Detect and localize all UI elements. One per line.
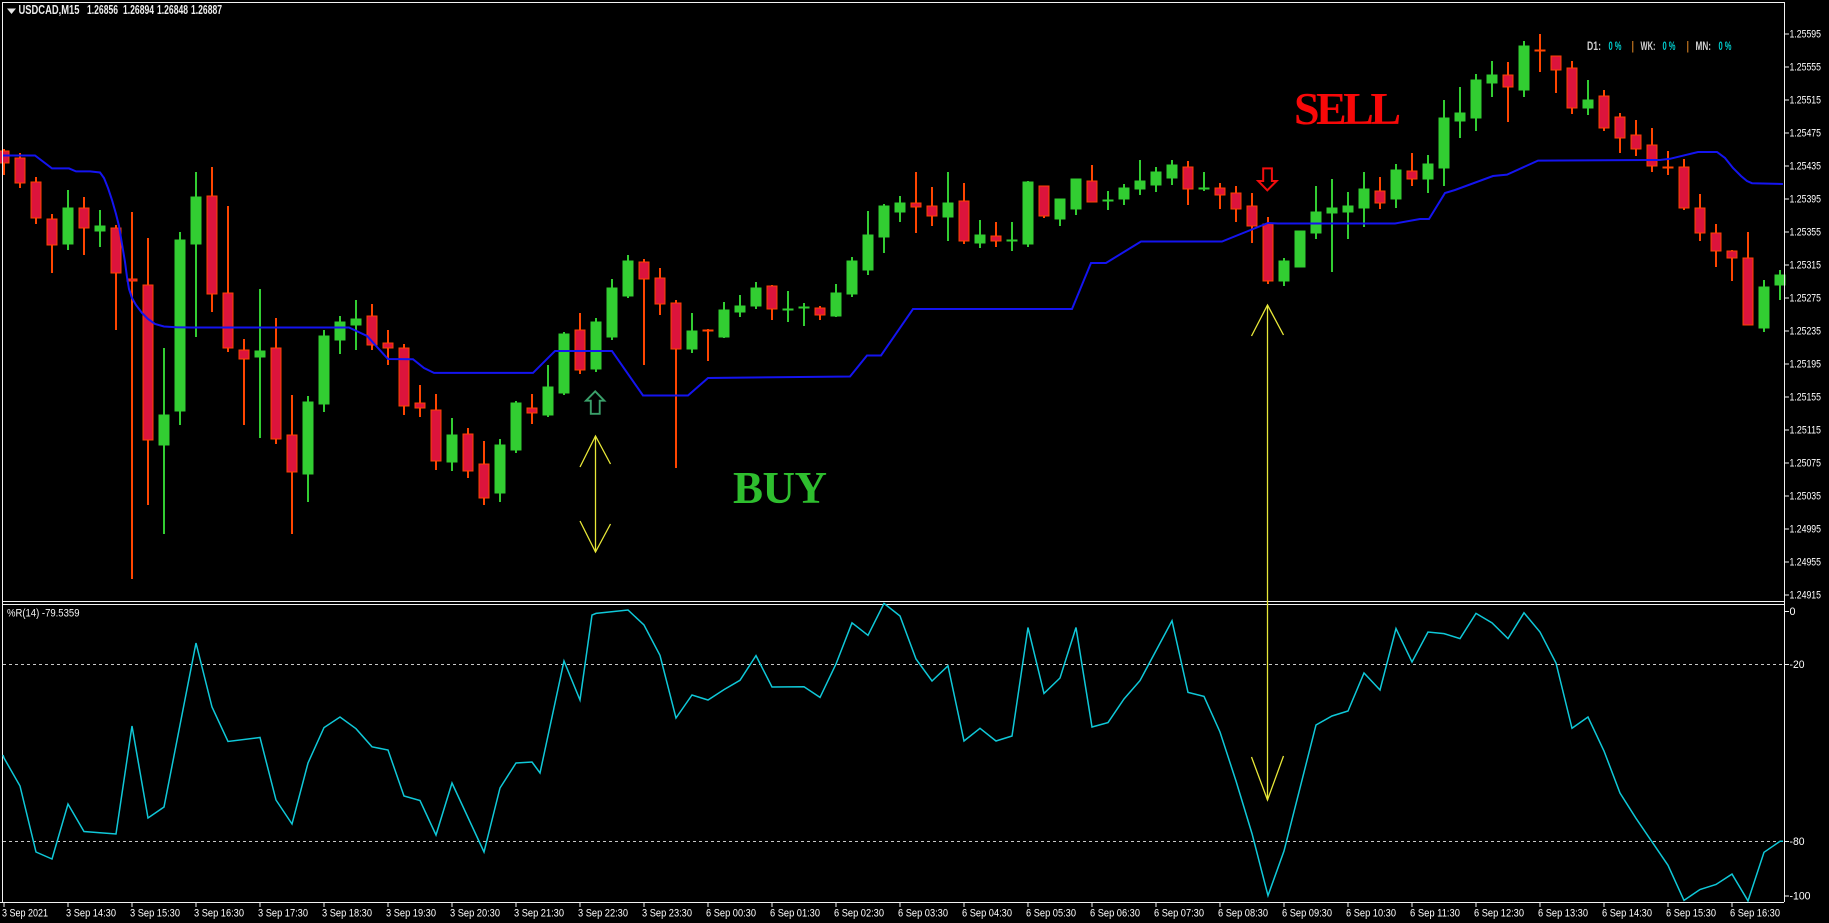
- svg-text:%R(14) -79.5359: %R(14) -79.5359: [7, 608, 80, 620]
- svg-text:6 Sep 08:30: 6 Sep 08:30: [1218, 908, 1268, 920]
- svg-text:6 Sep 05:30: 6 Sep 05:30: [1026, 908, 1076, 920]
- svg-text:6 Sep 07:30: 6 Sep 07:30: [1154, 908, 1204, 920]
- svg-text:1.25355: 1.25355: [1790, 227, 1822, 239]
- svg-text:1.25155: 1.25155: [1790, 392, 1822, 404]
- svg-text:1.26887: 1.26887: [191, 3, 222, 17]
- svg-text:1.25195: 1.25195: [1790, 359, 1822, 371]
- svg-text:3 Sep 15:30: 3 Sep 15:30: [130, 908, 180, 920]
- svg-text:MN:: MN:: [1696, 39, 1712, 53]
- svg-text:3 Sep 2021: 3 Sep 2021: [2, 908, 48, 920]
- svg-text:1.25275: 1.25275: [1790, 293, 1822, 305]
- svg-text:BUY: BUY: [733, 463, 827, 513]
- svg-text:3 Sep 23:30: 3 Sep 23:30: [642, 908, 692, 920]
- svg-text:6 Sep 01:30: 6 Sep 01:30: [770, 908, 820, 920]
- svg-text:1.25035: 1.25035: [1790, 491, 1822, 503]
- svg-text:6 Sep 00:30: 6 Sep 00:30: [706, 908, 756, 920]
- svg-text:6 Sep 10:30: 6 Sep 10:30: [1346, 908, 1396, 920]
- svg-text:-100: -100: [1790, 891, 1811, 903]
- svg-text:6 Sep 11:30: 6 Sep 11:30: [1410, 908, 1460, 920]
- svg-text:1.25115: 1.25115: [1790, 425, 1822, 437]
- svg-text:1.25315: 1.25315: [1790, 260, 1822, 272]
- svg-text:1.25515: 1.25515: [1790, 95, 1822, 107]
- svg-text:1.25075: 1.25075: [1790, 458, 1822, 470]
- svg-text:6 Sep 13:30: 6 Sep 13:30: [1538, 908, 1588, 920]
- svg-text:1.26894: 1.26894: [123, 3, 154, 17]
- svg-text:3 Sep 14:30: 3 Sep 14:30: [66, 908, 116, 920]
- svg-text:3 Sep 20:30: 3 Sep 20:30: [450, 908, 500, 920]
- svg-text:3 Sep 22:30: 3 Sep 22:30: [578, 908, 628, 920]
- svg-text:3 Sep 16:30: 3 Sep 16:30: [194, 908, 244, 920]
- svg-text:6 Sep 06:30: 6 Sep 06:30: [1090, 908, 1140, 920]
- svg-text:0 %: 0 %: [1719, 39, 1732, 53]
- svg-text:SELL: SELL: [1294, 83, 1401, 134]
- svg-text:USDCAD,M15: USDCAD,M15: [19, 3, 80, 17]
- svg-text:1.26848: 1.26848: [157, 3, 188, 17]
- svg-text:1.24955: 1.24955: [1790, 557, 1822, 569]
- svg-text:0 %: 0 %: [1663, 39, 1676, 53]
- svg-text:1.25435: 1.25435: [1790, 161, 1822, 173]
- svg-text:-20: -20: [1790, 659, 1805, 671]
- svg-text:6 Sep 15:30: 6 Sep 15:30: [1666, 908, 1716, 920]
- svg-text:-80: -80: [1790, 836, 1805, 848]
- svg-text:6 Sep 09:30: 6 Sep 09:30: [1282, 908, 1332, 920]
- svg-text:3 Sep 17:30: 3 Sep 17:30: [258, 908, 308, 920]
- svg-text:1.25235: 1.25235: [1790, 326, 1822, 338]
- svg-text:0 %: 0 %: [1609, 39, 1622, 53]
- svg-text:1.24915: 1.24915: [1790, 590, 1822, 602]
- svg-text:0: 0: [1790, 606, 1796, 618]
- svg-text:6 Sep 14:30: 6 Sep 14:30: [1602, 908, 1652, 920]
- svg-text:3 Sep 18:30: 3 Sep 18:30: [322, 908, 372, 920]
- svg-text:3 Sep 21:30: 3 Sep 21:30: [514, 908, 564, 920]
- svg-text:WK:: WK:: [1641, 39, 1656, 53]
- svg-text:6 Sep 02:30: 6 Sep 02:30: [834, 908, 884, 920]
- svg-text:|: |: [1687, 39, 1690, 53]
- svg-text:|: |: [1632, 39, 1635, 53]
- svg-text:6 Sep 16:30: 6 Sep 16:30: [1730, 908, 1780, 920]
- svg-text:1.25595: 1.25595: [1790, 29, 1822, 41]
- svg-text:6 Sep 04:30: 6 Sep 04:30: [962, 908, 1012, 920]
- svg-text:D1:: D1:: [1587, 39, 1601, 53]
- svg-text:1.25475: 1.25475: [1790, 128, 1822, 140]
- svg-text:6 Sep 12:30: 6 Sep 12:30: [1474, 908, 1524, 920]
- svg-text:6 Sep 03:30: 6 Sep 03:30: [898, 908, 948, 920]
- svg-text:1.25395: 1.25395: [1790, 194, 1822, 206]
- svg-text:1.26856: 1.26856: [87, 3, 118, 17]
- svg-text:3 Sep 19:30: 3 Sep 19:30: [386, 908, 436, 920]
- svg-text:1.25555: 1.25555: [1790, 62, 1822, 74]
- svg-text:1.24995: 1.24995: [1790, 524, 1822, 536]
